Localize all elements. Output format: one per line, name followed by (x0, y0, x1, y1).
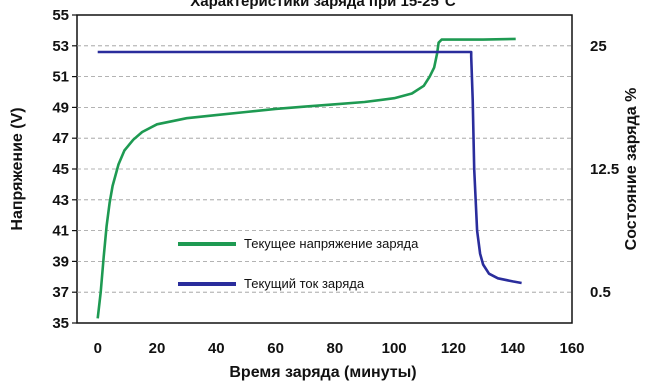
series-line-current (97, 50, 522, 285)
x-tick-label: 100 (382, 340, 407, 357)
y-tick-label: 51 (52, 69, 69, 86)
y-right-tick-label: 12.5 (590, 161, 619, 178)
x-tick-label: 140 (500, 340, 525, 357)
y-tick-label: 45 (52, 161, 69, 178)
series-line-voltage (96, 37, 516, 319)
y-axis-right-label: Состояние заряда % (623, 88, 640, 251)
y-tick-label: 49 (52, 99, 69, 116)
x-tick-label: 80 (327, 340, 344, 357)
x-tick-label: 0 (94, 340, 102, 357)
y-tick-label: 53 (52, 38, 69, 55)
y-tick-label: 39 (52, 253, 69, 270)
y-axis-left-label: Напряжение (V) (9, 107, 26, 230)
y-tick-label: 43 (52, 192, 69, 209)
legend-label-current: Текущий ток заряда (244, 276, 365, 291)
chart-title: Характеристики заряда при 15-25°C (190, 0, 456, 10)
x-tick-label: 60 (267, 340, 284, 357)
y-axis-right-ticks: 25 12.5 0.5 (590, 38, 619, 301)
y-right-tick-label: 0.5 (590, 284, 611, 301)
legend: Текущее напряжение заряда Текущий ток за… (178, 236, 419, 291)
y-tick-label: 37 (52, 284, 69, 301)
y-tick-label: 47 (52, 130, 69, 147)
grid (77, 45, 572, 293)
x-axis-ticks: 0 20 40 60 80 100 120 140 160 (94, 340, 585, 357)
x-axis-label: Время заряда (минуты) (229, 364, 416, 381)
x-tick-label: 160 (559, 340, 584, 357)
y-tick-label: 41 (52, 223, 69, 240)
x-tick-label: 20 (149, 340, 166, 357)
y-tick-label: 55 (52, 7, 69, 24)
y-right-tick-label: 25 (590, 38, 607, 55)
y-axis-left-ticks: 35 37 39 41 43 45 47 49 51 53 55 (52, 7, 77, 332)
legend-label-voltage: Текущее напряжение заряда (244, 236, 419, 251)
x-tick-label: 40 (208, 340, 225, 357)
series-layer (96, 37, 522, 319)
y-tick-label: 35 (52, 315, 69, 332)
x-tick-label: 120 (441, 340, 466, 357)
